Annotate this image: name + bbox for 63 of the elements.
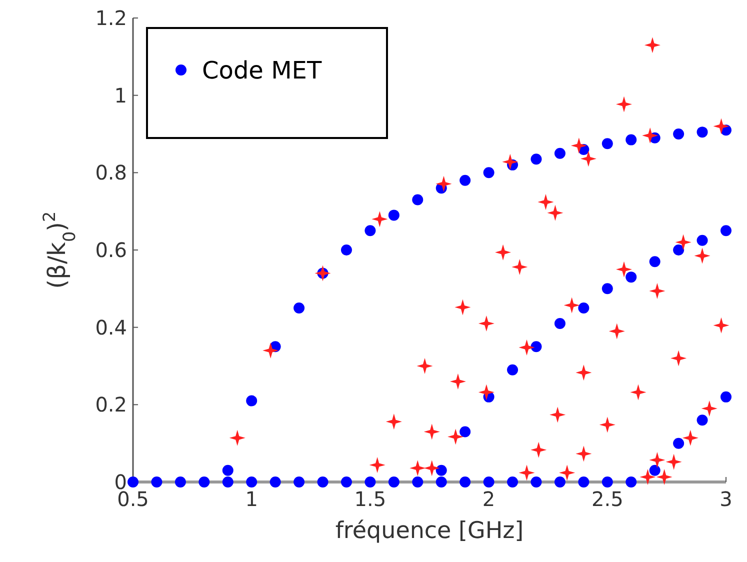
point	[262, 342, 279, 359]
point	[616, 96, 632, 112]
point	[670, 350, 687, 366]
point	[454, 299, 471, 316]
point	[416, 358, 433, 374]
point	[642, 128, 658, 144]
point	[580, 150, 596, 167]
point	[644, 37, 660, 54]
y-tick-label: 0.6	[95, 238, 127, 262]
point	[314, 265, 331, 282]
x-tick-label: 1	[245, 487, 258, 511]
point	[518, 464, 535, 481]
x-tick-label: 2	[482, 487, 496, 511]
point	[599, 416, 616, 433]
point	[450, 373, 466, 390]
point	[369, 456, 386, 473]
point	[559, 464, 576, 481]
point	[229, 430, 246, 446]
y-tick-label: 1	[114, 83, 127, 108]
point	[495, 244, 512, 260]
point	[436, 176, 452, 192]
legend-label: Code MET	[202, 56, 322, 84]
point	[570, 138, 587, 154]
y-tick-label: 0.2	[95, 392, 127, 417]
point	[502, 154, 518, 170]
x-tick-label: 2.5	[591, 487, 624, 511]
point	[576, 364, 592, 381]
point	[424, 424, 440, 440]
y-tick-label: 1.2	[95, 6, 127, 30]
point	[564, 297, 580, 314]
x-axis-title: fréquence [GHz]	[335, 518, 524, 544]
point	[478, 315, 494, 332]
point	[538, 194, 554, 210]
point	[576, 446, 592, 462]
point	[640, 468, 656, 485]
point	[547, 204, 564, 221]
point	[512, 259, 528, 276]
point	[518, 339, 535, 356]
point	[448, 428, 464, 445]
point	[675, 234, 692, 250]
point	[424, 460, 440, 476]
point	[701, 400, 718, 417]
x-tick-label: 1.5	[354, 487, 386, 511]
point	[630, 384, 646, 400]
point	[666, 454, 682, 470]
point	[386, 414, 402, 430]
y-tick-label: 0.4	[95, 315, 127, 340]
point	[656, 468, 672, 485]
point	[649, 282, 666, 299]
point	[372, 211, 388, 228]
point	[713, 317, 730, 334]
point	[608, 323, 625, 340]
y-tick-label: 0.8	[95, 160, 127, 185]
point	[694, 248, 710, 264]
point	[682, 430, 698, 446]
point	[478, 384, 494, 400]
point	[649, 452, 666, 468]
point	[616, 261, 632, 278]
point	[410, 460, 426, 476]
x-tick-label: 3	[720, 487, 732, 511]
point	[713, 118, 730, 134]
point	[530, 442, 547, 458]
point	[550, 406, 566, 423]
